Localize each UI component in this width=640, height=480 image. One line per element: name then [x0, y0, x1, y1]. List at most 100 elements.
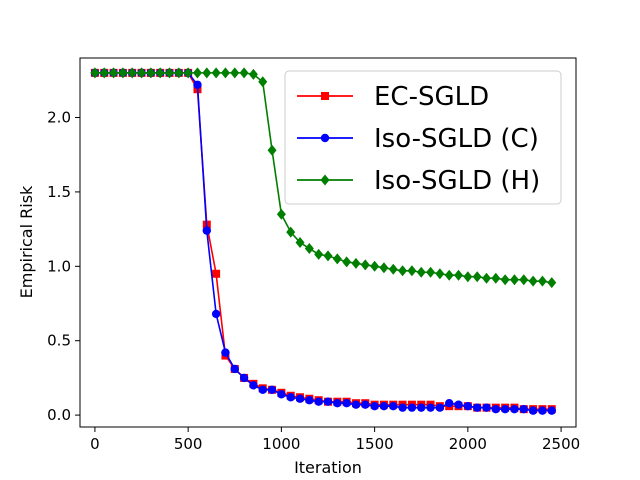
data-point — [193, 80, 202, 89]
data-point — [528, 406, 538, 415]
x-tick-label: 0 — [90, 435, 100, 453]
data-point — [509, 274, 519, 286]
y-tick-label: 2.0 — [47, 109, 71, 127]
legend: EC-SGLD Iso-SGLD (C) Iso-SGLD (H) — [284, 70, 562, 205]
data-point — [444, 269, 454, 281]
data-point — [165, 67, 175, 79]
x-axis-label: Iteration — [294, 458, 362, 477]
data-point — [258, 385, 267, 395]
data-point — [295, 394, 305, 403]
data-point — [183, 67, 193, 79]
series-layer — [90, 67, 557, 415]
data-point — [230, 67, 240, 79]
series-iso-sgld-h — [90, 67, 557, 289]
data-point — [528, 275, 538, 287]
data-point — [137, 67, 147, 79]
data-point — [519, 274, 529, 286]
legend-label: EC-SGLD — [374, 82, 489, 112]
data-point — [547, 277, 557, 289]
data-point — [192, 67, 202, 79]
data-point — [249, 381, 258, 390]
plot-frame — [79, 57, 577, 428]
data-point — [286, 393, 295, 402]
data-point — [314, 248, 324, 260]
data-point — [482, 403, 491, 412]
data-point — [342, 256, 352, 268]
data-point — [379, 262, 389, 274]
legend-box — [284, 70, 562, 205]
data-point — [538, 406, 547, 415]
legend-marker — [320, 133, 330, 143]
data-point — [146, 67, 156, 79]
legend-marker — [321, 92, 329, 100]
data-point — [239, 373, 249, 383]
data-point — [99, 67, 109, 79]
data-point — [472, 271, 482, 283]
data-point — [491, 272, 501, 284]
data-point — [500, 404, 510, 414]
data-point — [351, 257, 361, 269]
data-point — [332, 253, 342, 265]
data-point — [388, 263, 398, 275]
data-point — [258, 76, 268, 88]
data-point — [398, 403, 407, 412]
data-point — [220, 67, 230, 79]
data-point — [342, 398, 351, 408]
data-point — [500, 274, 510, 286]
data-point — [417, 403, 426, 412]
x-tick-label: 2000 — [449, 435, 487, 453]
x-tick-label: 1500 — [356, 435, 394, 453]
y-tick-label: 0.5 — [47, 332, 71, 350]
data-point — [407, 403, 417, 412]
data-point — [481, 272, 491, 284]
data-point — [221, 348, 230, 357]
data-point — [389, 401, 398, 411]
data-point — [202, 67, 212, 79]
data-point — [90, 67, 100, 79]
data-point — [174, 67, 184, 79]
data-point — [118, 67, 128, 79]
data-point — [248, 68, 258, 80]
data-point — [211, 67, 221, 79]
data-point — [276, 208, 286, 220]
data-point — [109, 67, 119, 79]
data-point — [537, 275, 547, 287]
x-tick-label: 1000 — [262, 435, 300, 453]
legend-entry: Iso-SGLD (H) — [297, 166, 540, 196]
data-point — [510, 404, 519, 414]
data-point — [416, 266, 426, 278]
data-point — [304, 242, 314, 254]
data-point — [454, 400, 463, 409]
legend-entry: EC-SGLD — [297, 82, 489, 112]
data-point — [333, 398, 342, 408]
data-point — [370, 401, 379, 411]
data-point — [360, 259, 370, 271]
data-point — [370, 260, 380, 272]
data-point — [435, 268, 445, 280]
data-point — [361, 400, 370, 409]
data-point — [323, 397, 333, 406]
y-axis-label: Empirical Risk — [17, 185, 36, 298]
data-point — [155, 67, 165, 79]
data-point — [379, 401, 389, 411]
data-point — [267, 385, 277, 395]
y-tick-label: 1.5 — [47, 183, 71, 201]
data-point — [426, 266, 436, 278]
x-tick-label: 500 — [174, 435, 203, 453]
data-point — [351, 400, 361, 409]
data-point — [267, 144, 277, 156]
legend-marker — [320, 174, 330, 186]
x-axis-ticks: 0 500 1000 1500 2000 2500 — [90, 427, 580, 453]
data-point — [239, 67, 249, 79]
y-tick-label: 1.0 — [47, 257, 71, 275]
data-point — [463, 401, 473, 411]
data-point — [398, 265, 408, 277]
data-point — [445, 398, 454, 408]
data-point — [305, 396, 314, 405]
data-point — [202, 226, 211, 235]
x-tick-label: 2500 — [542, 435, 580, 453]
data-point — [323, 250, 333, 262]
data-point — [286, 226, 296, 238]
data-point — [426, 403, 435, 412]
